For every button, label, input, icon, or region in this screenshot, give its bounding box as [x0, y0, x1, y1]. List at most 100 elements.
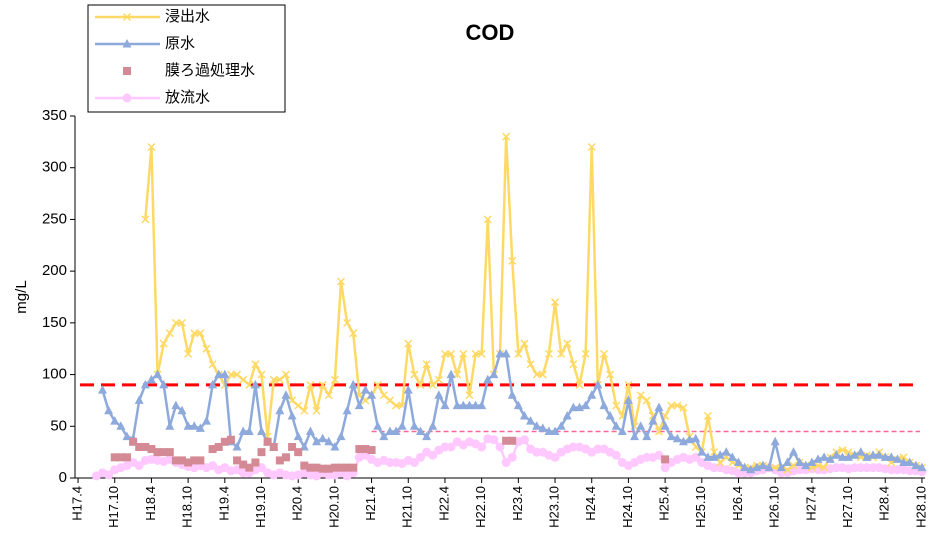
data-point — [526, 360, 535, 369]
data-point — [178, 456, 187, 465]
data-point — [519, 410, 529, 420]
data-point — [660, 421, 670, 430]
data-point — [354, 400, 364, 410]
data-point — [691, 433, 701, 443]
data-point — [135, 442, 144, 451]
data-point — [673, 401, 682, 410]
x-tick-label: H26.10 — [767, 486, 782, 528]
data-point — [184, 458, 193, 467]
data-point — [330, 375, 339, 384]
data-point — [477, 349, 486, 358]
data-point — [330, 463, 339, 472]
data-point — [251, 458, 260, 467]
data-point — [801, 460, 811, 470]
data-point — [789, 461, 798, 470]
data-point — [159, 339, 168, 348]
data-point — [825, 454, 835, 463]
data-point — [813, 461, 823, 470]
data-point — [850, 450, 860, 459]
data-point — [544, 349, 553, 358]
data-point — [202, 344, 211, 353]
data-point — [349, 463, 358, 472]
y-tick-label: 50 — [50, 417, 67, 434]
data-point — [171, 456, 180, 465]
x-tick-label: H28.10 — [913, 486, 928, 528]
data-point — [568, 402, 578, 412]
data-point — [355, 445, 364, 454]
data-point — [502, 436, 511, 445]
data-point — [250, 379, 260, 389]
data-point — [661, 455, 670, 464]
data-point — [129, 437, 138, 446]
data-point — [917, 462, 927, 472]
data-point — [159, 448, 168, 457]
data-point — [165, 448, 174, 457]
data-point — [287, 410, 297, 420]
x-tick-label: H18.4 — [143, 486, 158, 521]
data-point — [196, 329, 205, 338]
data-point — [636, 421, 646, 430]
data-point — [703, 411, 712, 420]
data-point — [184, 349, 193, 358]
legend-label: 放流水 — [165, 89, 210, 106]
x-tick-label: H27.4 — [803, 486, 818, 521]
data-point — [244, 426, 254, 435]
data-point — [208, 360, 217, 369]
chart-title: COD — [466, 20, 515, 45]
data-point — [593, 379, 603, 389]
data-point — [269, 375, 278, 384]
data-point — [422, 431, 432, 441]
data-point — [471, 349, 480, 358]
data-point — [220, 437, 229, 446]
data-point — [874, 450, 884, 459]
data-point — [257, 370, 266, 379]
data-point — [428, 421, 438, 430]
data-point — [257, 448, 266, 457]
x-tick-label: H20.4 — [290, 486, 305, 521]
data-point — [367, 390, 377, 399]
data-point — [337, 463, 346, 472]
data-point — [605, 410, 615, 420]
data-point — [709, 448, 719, 457]
data-point — [899, 457, 909, 466]
data-point — [324, 436, 334, 446]
data-point — [122, 453, 131, 462]
data-point — [324, 464, 333, 473]
data-point — [404, 339, 413, 348]
data-point — [452, 400, 462, 410]
data-point — [587, 390, 597, 399]
data-point — [672, 433, 682, 443]
x-tick-label: H21.10 — [400, 486, 415, 528]
data-point — [201, 416, 211, 425]
data-point — [740, 462, 750, 472]
x-tick-label: H25.10 — [693, 486, 708, 528]
data-point — [385, 426, 395, 435]
x-tick-label: H22.4 — [436, 486, 451, 521]
data-point — [397, 421, 407, 430]
data-point — [733, 457, 743, 466]
data-point — [104, 470, 114, 480]
data-point — [410, 370, 419, 379]
data-point — [764, 462, 774, 472]
data-point — [611, 421, 621, 430]
data-point — [550, 426, 560, 435]
data-point — [336, 277, 346, 286]
data-point — [434, 390, 444, 399]
data-point — [403, 385, 413, 394]
data-point — [116, 453, 125, 462]
data-point — [489, 435, 499, 445]
data-point — [599, 349, 608, 358]
data-point — [612, 401, 621, 410]
data-point — [360, 385, 370, 394]
data-point — [770, 436, 780, 446]
data-point — [502, 132, 511, 141]
data-point — [630, 431, 640, 441]
data-point — [544, 426, 554, 435]
legend-marker — [122, 39, 132, 48]
data-point — [532, 370, 541, 379]
data-point — [820, 463, 829, 472]
data-point — [557, 349, 566, 358]
data-point — [275, 405, 285, 415]
data-point — [880, 452, 890, 461]
